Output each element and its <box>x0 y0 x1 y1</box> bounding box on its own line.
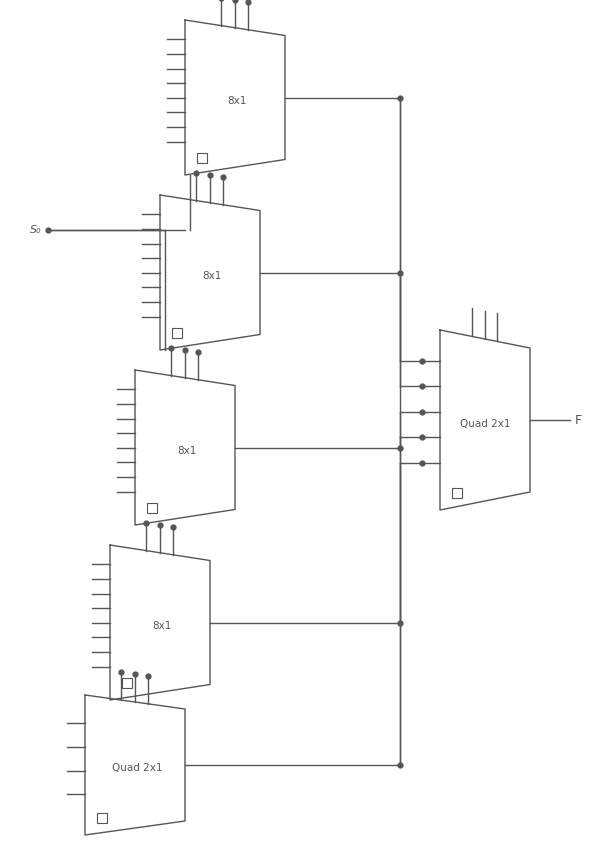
Bar <box>147 503 157 513</box>
Text: 8x1: 8x1 <box>178 445 196 456</box>
Text: S₀: S₀ <box>30 225 42 235</box>
Text: 8x1: 8x1 <box>202 270 222 281</box>
Bar <box>452 488 462 498</box>
Text: F: F <box>575 414 582 426</box>
Bar <box>122 678 132 688</box>
Text: Quad 2x1: Quad 2x1 <box>112 763 162 773</box>
Text: 8x1: 8x1 <box>227 95 247 106</box>
Bar <box>172 328 182 338</box>
Text: 8x1: 8x1 <box>152 620 172 631</box>
Text: Quad 2x1: Quad 2x1 <box>460 419 510 429</box>
Bar <box>97 813 107 823</box>
Bar <box>197 153 207 163</box>
